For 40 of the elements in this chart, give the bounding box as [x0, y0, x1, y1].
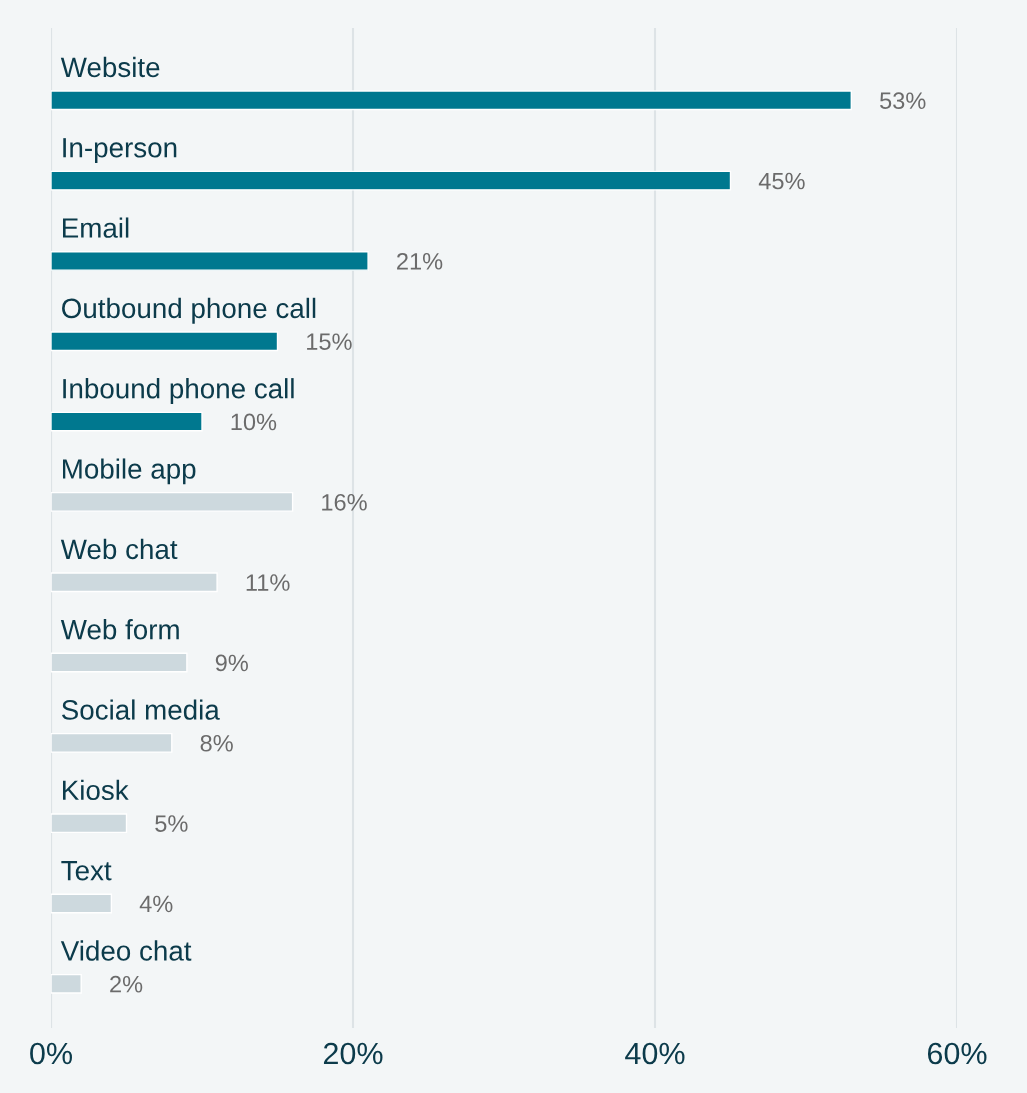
bar	[51, 652, 188, 673]
bar	[51, 250, 369, 271]
bar	[51, 572, 218, 593]
bar	[51, 491, 294, 512]
data-label: 45%	[758, 172, 805, 190]
y-tick-label: In-person	[63, 138, 177, 164]
x-tick-label: 40%	[625, 1042, 685, 1065]
y-tick-label: Website	[60, 56, 160, 78]
data-label: 10%	[231, 413, 277, 431]
bar	[51, 411, 203, 432]
data-label: 2%	[110, 975, 143, 993]
bar	[51, 973, 82, 994]
y-tick-label: Web chat	[60, 538, 178, 560]
data-label: 9%	[215, 654, 248, 672]
y-tick-label: Text	[61, 861, 112, 881]
x-tick-label: 0%	[30, 1042, 72, 1065]
bar	[51, 170, 732, 191]
y-tick-label: Email	[63, 217, 129, 238]
data-label: 4%	[139, 895, 173, 913]
data-label: 11%	[246, 574, 290, 591]
bar	[51, 90, 852, 111]
bar	[51, 732, 173, 753]
x-tick-label: 60%	[927, 1042, 987, 1065]
data-label: 8%	[200, 734, 233, 752]
x-tick-label: 20%	[323, 1042, 383, 1065]
y-tick-label: Social media	[61, 699, 220, 720]
data-label: 5%	[155, 815, 188, 832]
bar	[51, 331, 279, 352]
bar	[51, 813, 128, 834]
y-tick-label: Video chat	[60, 940, 192, 961]
bar	[51, 893, 113, 914]
data-label: 15%	[307, 333, 352, 350]
data-label: 16%	[322, 493, 367, 511]
y-tick-label: Web form	[60, 619, 179, 640]
y-tick-label: Inbound phone call	[63, 378, 294, 404]
y-tick-label: Kiosk	[63, 779, 129, 801]
data-label: 21%	[397, 252, 443, 270]
y-tick-label: Outbound phone call	[62, 297, 316, 324]
y-tick-label: Mobile app	[63, 458, 196, 485]
data-label: 53%	[880, 92, 926, 110]
